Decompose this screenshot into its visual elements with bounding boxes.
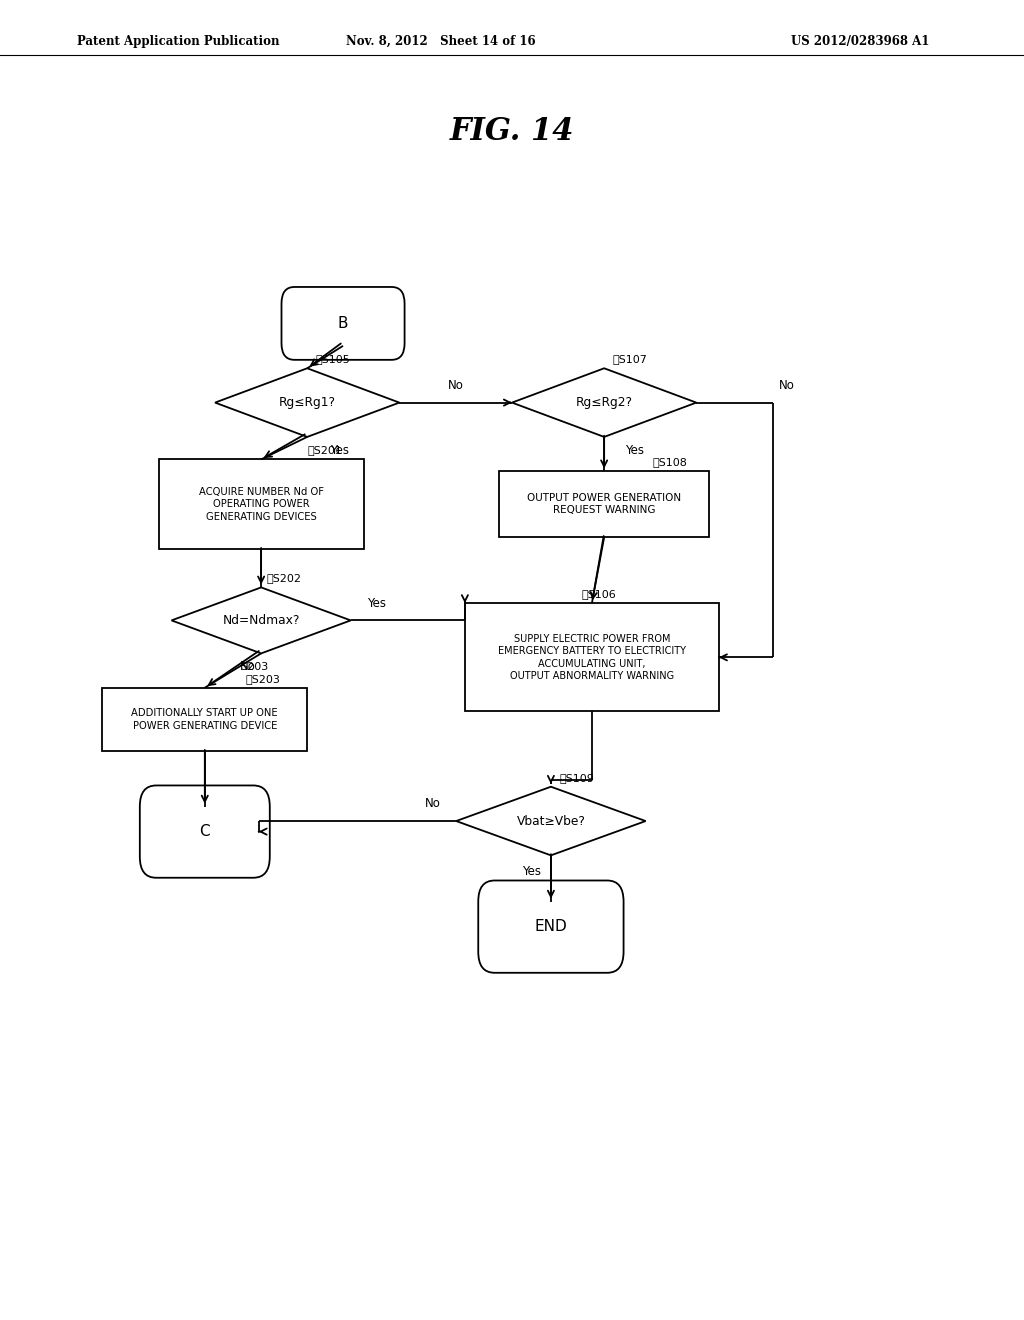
Text: Rg≤Rg1?: Rg≤Rg1?	[279, 396, 336, 409]
Text: END: END	[535, 919, 567, 935]
Text: ⌒S203: ⌒S203	[246, 673, 281, 684]
Text: No: No	[425, 797, 440, 810]
Polygon shape	[457, 787, 646, 855]
Text: ⌒S109: ⌒S109	[559, 772, 594, 783]
Text: ⌒S201: ⌒S201	[307, 445, 342, 455]
Text: ⌒S107: ⌒S107	[612, 354, 647, 364]
Text: ⌒S106: ⌒S106	[582, 589, 616, 599]
Text: ACQUIRE NUMBER Nd OF
OPERATING POWER
GENERATING DEVICES: ACQUIRE NUMBER Nd OF OPERATING POWER GEN…	[199, 487, 324, 521]
Text: Patent Application Publication: Patent Application Publication	[77, 36, 280, 48]
Text: ⌒S105: ⌒S105	[315, 354, 350, 364]
Text: Vbat≥Vbe?: Vbat≥Vbe?	[516, 814, 586, 828]
Text: Yes: Yes	[367, 597, 386, 610]
Text: Nov. 8, 2012   Sheet 14 of 16: Nov. 8, 2012 Sheet 14 of 16	[345, 36, 536, 48]
Text: B: B	[338, 315, 348, 331]
FancyBboxPatch shape	[140, 785, 269, 878]
Bar	[159, 459, 364, 549]
Polygon shape	[512, 368, 696, 437]
Polygon shape	[172, 587, 350, 653]
Text: US 2012/0283968 A1: US 2012/0283968 A1	[791, 36, 930, 48]
Polygon shape	[215, 368, 399, 437]
Bar	[500, 471, 709, 537]
Text: S203: S203	[241, 661, 269, 672]
Text: Nd=Ndmax?: Nd=Ndmax?	[222, 614, 300, 627]
Text: Rg≤Rg2?: Rg≤Rg2?	[575, 396, 633, 409]
Text: ⌒S202: ⌒S202	[266, 573, 301, 583]
Text: ⌒S108: ⌒S108	[653, 457, 688, 467]
Bar	[465, 603, 719, 711]
Bar	[102, 688, 307, 751]
FancyBboxPatch shape	[478, 880, 624, 973]
Text: Yes: Yes	[330, 444, 349, 457]
Text: ADDITIONALLY START UP ONE
POWER GENERATING DEVICE: ADDITIONALLY START UP ONE POWER GENERATI…	[131, 709, 279, 730]
Text: OUTPUT POWER GENERATION
REQUEST WARNING: OUTPUT POWER GENERATION REQUEST WARNING	[527, 494, 681, 515]
FancyBboxPatch shape	[282, 286, 404, 360]
Text: SUPPLY ELECTRIC POWER FROM
EMERGENCY BATTERY TO ELECTRICITY
ACCUMULATING UNIT,
O: SUPPLY ELECTRIC POWER FROM EMERGENCY BAT…	[498, 634, 686, 681]
Text: C: C	[200, 824, 210, 840]
Text: No: No	[778, 379, 795, 392]
Text: FIG. 14: FIG. 14	[450, 116, 574, 148]
Text: Yes: Yes	[521, 865, 541, 878]
Text: No: No	[447, 379, 464, 392]
Text: Yes: Yes	[625, 444, 644, 457]
Text: No: No	[240, 660, 256, 673]
